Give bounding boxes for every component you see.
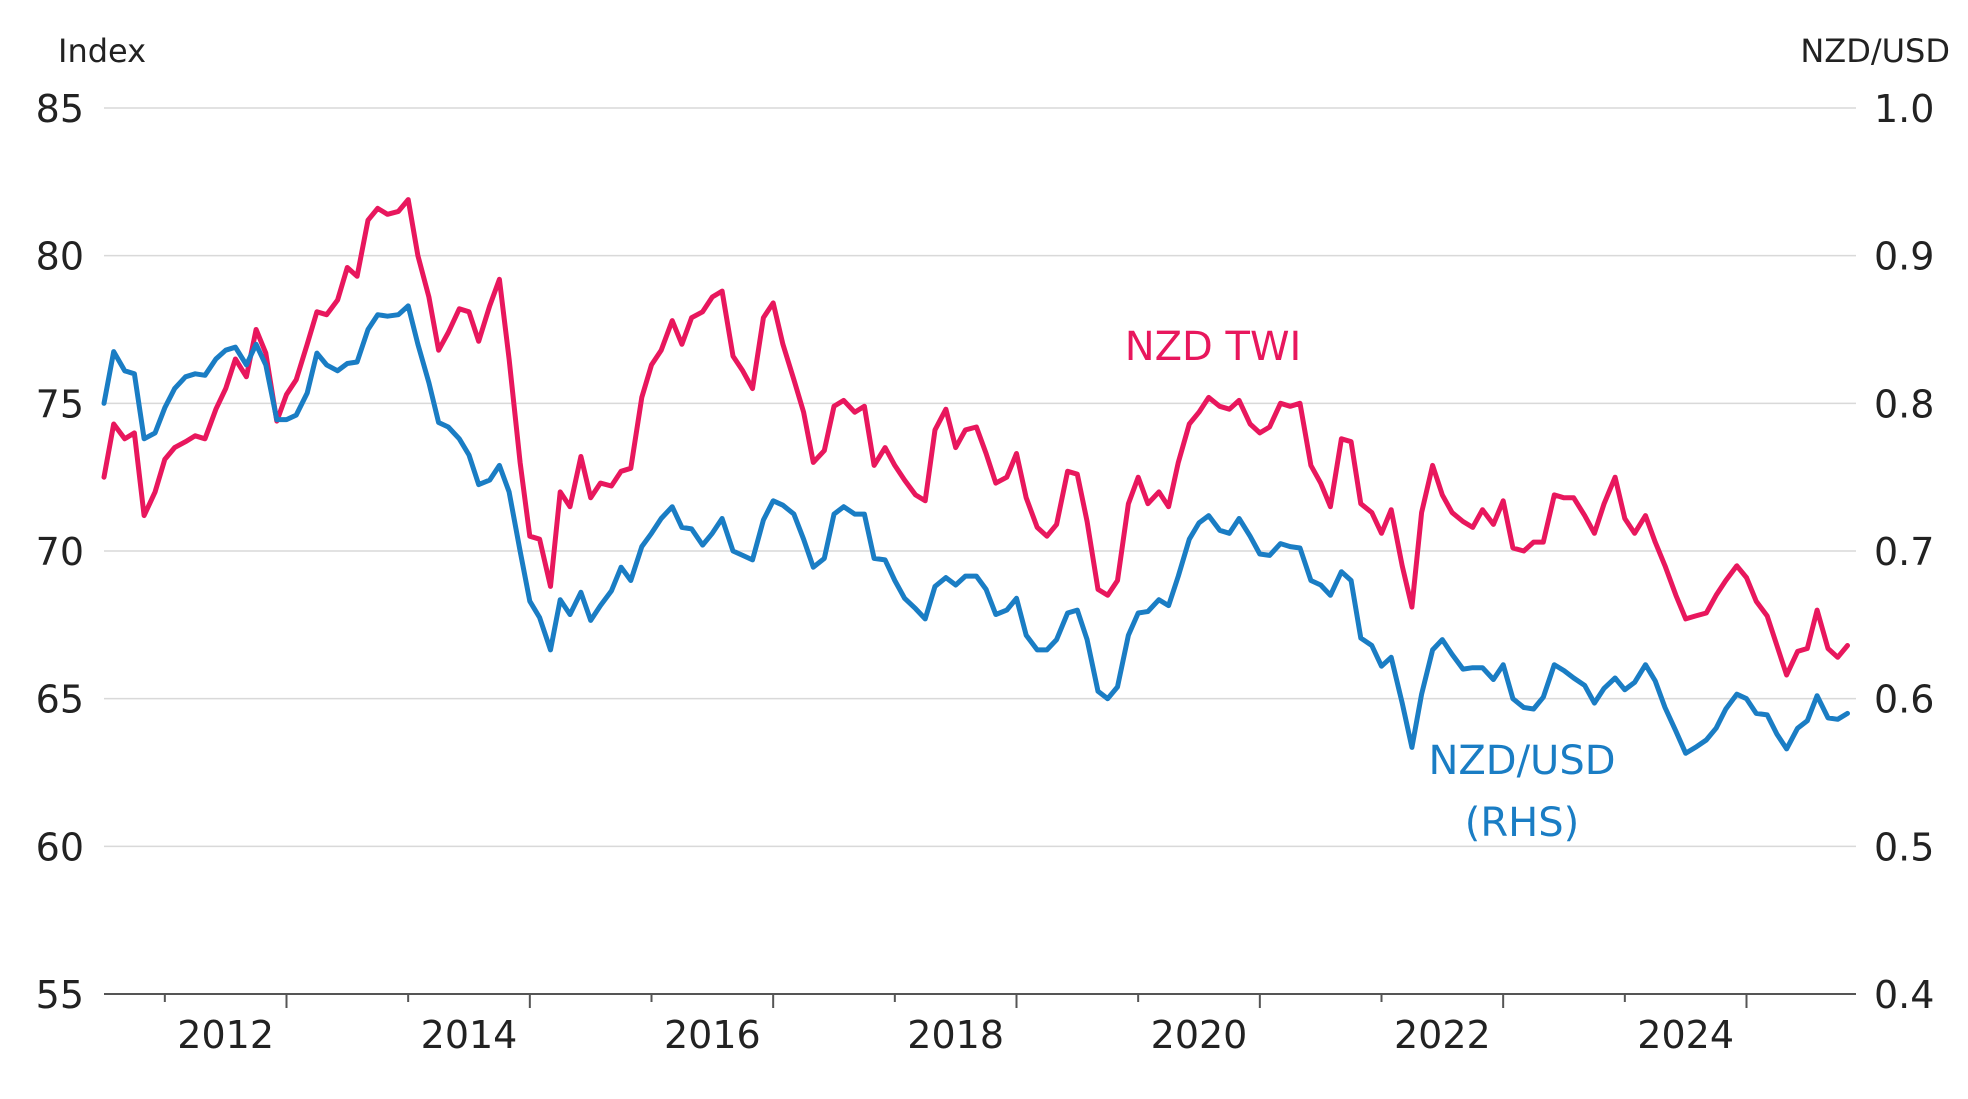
grid-lines xyxy=(104,107,1856,848)
x-tick-label: 2014 xyxy=(421,1013,518,1057)
right-tick-label: 0.6 xyxy=(1874,678,1934,722)
rhs-annotation: (RHS) xyxy=(1465,800,1579,846)
x-tick-label: 2020 xyxy=(1151,1013,1248,1057)
x-tick-label: 2024 xyxy=(1637,1013,1734,1057)
twi-annotation: NZD TWI xyxy=(1125,324,1302,370)
left-tick-label: 85 xyxy=(36,87,84,131)
left-tick-label: 55 xyxy=(36,973,84,1017)
left-axis-label: Index xyxy=(58,32,146,70)
left-tick-label: 75 xyxy=(36,382,84,426)
left-tick-label: 65 xyxy=(36,678,84,722)
annotations: NZD TWI NZD/USD (RHS) xyxy=(1125,324,1616,846)
right-tick-label: 0.5 xyxy=(1874,825,1934,869)
x-tick-label: 2016 xyxy=(664,1013,761,1057)
left-tick-label: 70 xyxy=(36,530,84,574)
right-tick-label: 1.0 xyxy=(1874,87,1934,131)
series-lines xyxy=(101,197,1850,756)
x-tick-label: 2012 xyxy=(177,1013,274,1057)
x-tick-label: 2022 xyxy=(1394,1013,1491,1057)
right-axis-label: NZD/USD xyxy=(1800,32,1950,70)
right-tick-label: 0.8 xyxy=(1874,382,1934,426)
nzdusd-annotation: NZD/USD xyxy=(1428,738,1615,784)
right-tick-label: 0.7 xyxy=(1874,530,1934,574)
axes: Index NZD/USD 85 80 75 70 65 60 55 1.0 0.9 0.8 0.7… xyxy=(36,32,1950,1057)
nzd-twi-line xyxy=(101,197,1850,678)
left-tick-label: 80 xyxy=(36,235,84,279)
nzd-usd-line xyxy=(101,303,1850,756)
x-tick-label: 2018 xyxy=(907,1013,1004,1057)
right-tick-label: 0.4 xyxy=(1874,973,1934,1017)
left-tick-label: 60 xyxy=(36,825,84,869)
right-tick-label: 0.9 xyxy=(1874,235,1934,279)
